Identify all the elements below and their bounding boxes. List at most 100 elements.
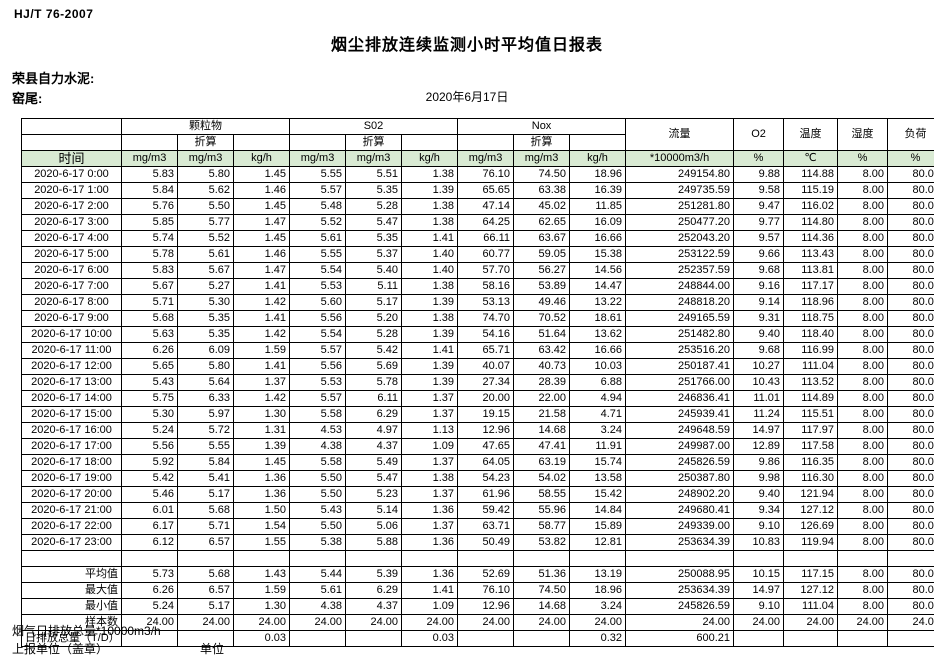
cell-so2-kgh: 1.39: [401, 294, 459, 311]
summary-cell-load: 80.00: [887, 582, 934, 599]
cell-so2-kgh: 1.36: [401, 534, 459, 551]
summary-label: 平均值: [21, 566, 122, 583]
cell-flow: 250477.20: [625, 214, 735, 231]
summary-cell-load: 80.00: [887, 598, 934, 615]
summary-cell-nox-converted: [513, 630, 571, 647]
cell-pm-converted: 5.50: [177, 198, 234, 215]
cell-flow: 251482.80: [625, 326, 735, 343]
cell-humidity: 8.00: [837, 358, 889, 375]
cell-nox-converted: 53.89: [513, 278, 571, 295]
cell-time: 2020-6-17 16:00: [21, 422, 122, 439]
cell-so2-raw: 5.54: [289, 262, 347, 279]
cell-flow: 249154.80: [625, 166, 735, 183]
summary-row: 最大值 6.26 6.57 1.59 5.61 6.29 1.41 76.10 74.50 18.…: [21, 582, 934, 599]
cell-load: 80.00: [887, 390, 934, 407]
cell-so2-converted: 5.69: [345, 358, 403, 375]
cell-nox-raw: 12.96: [457, 422, 515, 439]
cell-nox-raw: 54.23: [457, 470, 515, 487]
cell-nox-converted: 45.02: [513, 198, 571, 215]
cell-load: 80.00: [887, 518, 934, 535]
cell-so2-raw: 5.56: [289, 358, 347, 375]
summary-cell-so2-kgh: 24.00: [401, 614, 459, 631]
cell-load: 80.00: [887, 262, 934, 279]
summary-cell-temperature: 127.12: [783, 582, 839, 599]
summary-cell-o2: 24.00: [733, 614, 785, 631]
summary-cell-nox-converted: 24.00: [513, 614, 571, 631]
cell-flow: 251766.00: [625, 374, 735, 391]
cell-humidity: 8.00: [837, 422, 889, 439]
table-row: 2020-6-17 17:00 5.56 5.55 1.39 4.38 4.37 1.09 4…: [21, 438, 934, 455]
cell-o2: 10.43: [733, 374, 785, 391]
cell-flow: 249680.41: [625, 502, 735, 519]
cell-pm-converted: 5.17: [177, 486, 234, 503]
spacer-row: [21, 550, 934, 567]
summary-cell-temperature: [783, 630, 839, 647]
cell-pm-kgh: 1.42: [232, 294, 291, 311]
summary-cell-so2-raw: 5.44: [289, 566, 347, 583]
cell-flow: 250387.80: [625, 470, 735, 487]
cell-time: 2020-6-17 21:00: [21, 502, 122, 519]
cell-temperature: 114.36: [783, 230, 839, 247]
cell-time: 2020-6-17 9:00: [21, 310, 122, 327]
cell-nox-kgh: 14.56: [569, 262, 627, 279]
unit-so2-mgm3: mg/m3: [289, 150, 347, 167]
cell-nox-kgh: 16.39: [569, 182, 627, 199]
summary-cell-humidity: 8.00: [837, 566, 889, 583]
summary-cell-nox-kgh: 0.32: [569, 630, 627, 647]
summary-cell-load: [887, 630, 934, 647]
cell-so2-raw: 5.60: [289, 294, 347, 311]
cell-temperature: 116.30: [783, 470, 839, 487]
cell-nox-converted: 22.00: [513, 390, 571, 407]
cell-load: 80.00: [887, 470, 934, 487]
cell-humidity: 8.00: [837, 454, 889, 471]
summary-cell-nox-converted: 14.68: [513, 598, 571, 615]
cell-pm-kgh: 1.47: [232, 262, 291, 279]
summary-cell-nox-kgh: 13.19: [569, 566, 627, 583]
cell-temperature: 114.80: [783, 214, 839, 231]
cell-nox-raw: 20.00: [457, 390, 515, 407]
cell-pm-kgh: 1.37: [232, 374, 291, 391]
cell-load: 80.00: [887, 278, 934, 295]
cell-so2-raw: 5.53: [289, 374, 347, 391]
cell-so2-raw: 5.56: [289, 310, 347, 327]
cell-load: 80.00: [887, 198, 934, 215]
cell-nox-converted: 28.39: [513, 374, 571, 391]
cell-so2-converted: 5.17: [345, 294, 403, 311]
cell-flow: 253516.20: [625, 342, 735, 359]
summary-cell-so2-converted: 24.00: [345, 614, 403, 631]
cell-humidity: 8.00: [837, 406, 889, 423]
cell-pm-kgh: 1.47: [232, 214, 291, 231]
cell-nox-kgh: 16.66: [569, 342, 627, 359]
spacer-cell: [177, 550, 234, 567]
cell-temperature: 117.17: [783, 278, 839, 295]
summary-cell-flow: 24.00: [625, 614, 735, 631]
cell-so2-raw: 4.53: [289, 422, 347, 439]
cell-so2-kgh: 1.38: [401, 166, 459, 183]
summary-cell-temperature: 24.00: [783, 614, 839, 631]
cell-so2-converted: 5.47: [345, 470, 403, 487]
cell-so2-raw: 5.38: [289, 534, 347, 551]
cell-so2-converted: 5.35: [345, 230, 403, 247]
cell-pm-raw: 5.76: [121, 198, 178, 215]
cell-o2: 10.27: [733, 358, 785, 375]
summary-cell-o2: 9.10: [733, 598, 785, 615]
cell-load: 80.00: [887, 182, 934, 199]
summary-cell-o2: 14.97: [733, 582, 785, 599]
group-header-particulate: 颗粒物: [120, 118, 291, 135]
cell-pm-converted: 5.64: [177, 374, 234, 391]
cell-so2-raw: 5.57: [289, 390, 347, 407]
cell-nox-converted: 51.64: [513, 326, 571, 343]
summary-cell-pm-converted: 5.68: [177, 566, 234, 583]
cell-so2-raw: 5.58: [289, 454, 347, 471]
cell-load: 80.00: [887, 438, 934, 455]
summary-cell-nox-converted: 74.50: [513, 582, 571, 599]
summary-cell-humidity: [837, 630, 889, 647]
cell-pm-raw: 5.83: [121, 166, 178, 183]
summary-cell-pm-raw: 5.73: [121, 566, 178, 583]
cell-o2: 9.34: [733, 502, 785, 519]
cell-time: 2020-6-17 1:00: [21, 182, 122, 199]
sub-header-blank: [21, 134, 122, 151]
table-row: 2020-6-17 3:00 5.85 5.77 1.47 5.52 5.47 1.38 64…: [21, 214, 934, 231]
cell-o2: 11.24: [733, 406, 785, 423]
cell-load: 80.00: [887, 166, 934, 183]
